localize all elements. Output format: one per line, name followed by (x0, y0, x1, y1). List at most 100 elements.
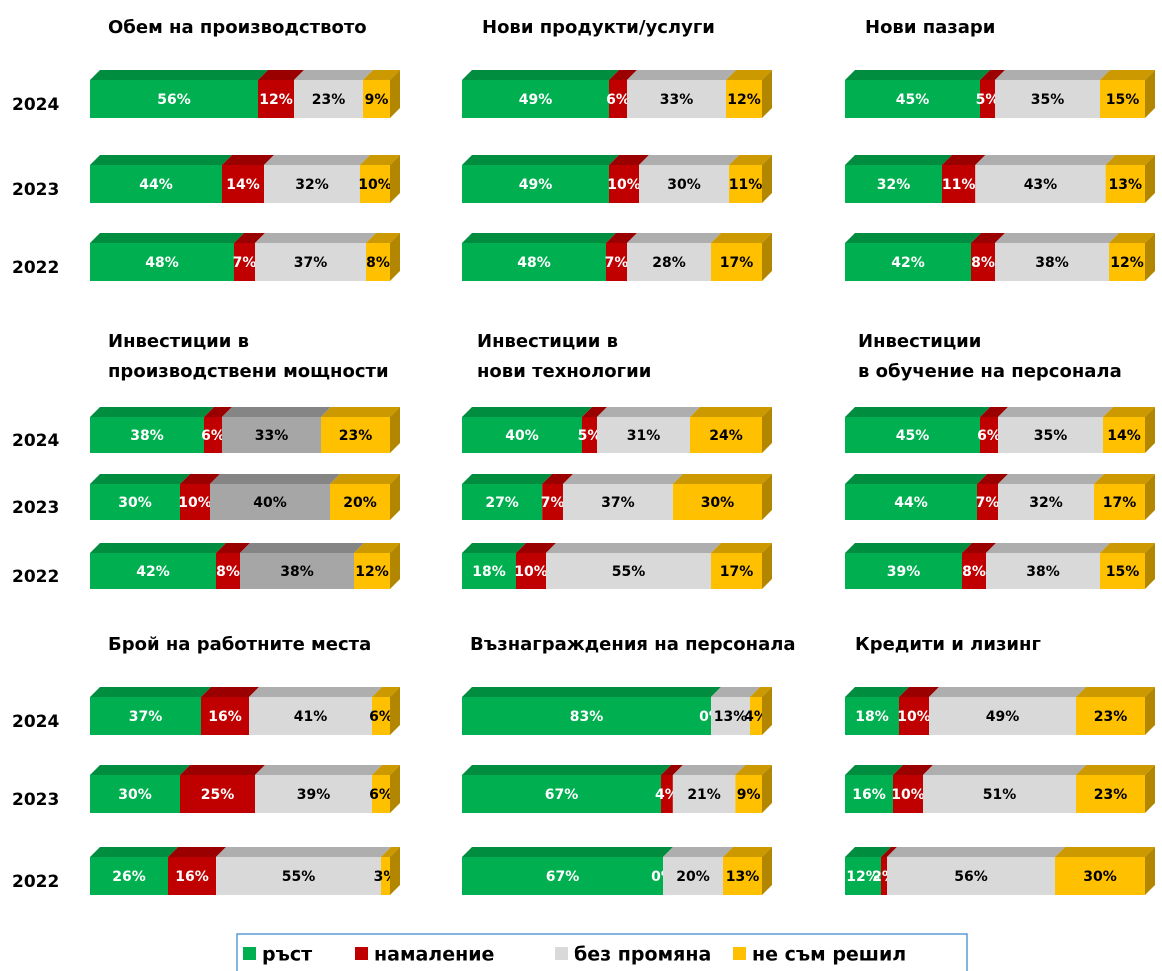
data-label: 42% (136, 564, 170, 580)
data-label: 7% (976, 495, 1000, 511)
bar-segment (1109, 233, 1155, 281)
bar-segment (90, 474, 190, 520)
bar-side (390, 155, 400, 203)
bar-front (672, 484, 762, 520)
legend-label: без промяна (574, 944, 711, 966)
bar-top (672, 474, 772, 484)
bar-segment (639, 155, 739, 203)
data-label: 12% (846, 869, 880, 885)
bar-segment (321, 407, 400, 453)
data-label: 39% (297, 787, 331, 803)
bar-segment (216, 847, 391, 895)
bar-segment (980, 407, 1008, 453)
bar-segment (750, 687, 772, 735)
chart-title: Възнаграждения на персонала (470, 634, 796, 655)
bar-front (845, 857, 881, 895)
bar-front (1100, 80, 1145, 118)
bar-top (735, 765, 772, 775)
data-label: 17% (720, 564, 754, 580)
bar-top (845, 155, 952, 165)
bar-segment (168, 847, 226, 895)
bar-segment (729, 155, 772, 203)
data-label: 12% (259, 92, 293, 108)
bar-side (762, 765, 772, 813)
data-label: 44% (139, 177, 173, 193)
data-label: 18% (855, 709, 889, 725)
bar-front (845, 417, 980, 453)
bar-top (887, 847, 1065, 857)
bar-front (627, 243, 711, 281)
bar-front (90, 553, 216, 589)
bar-front (639, 165, 729, 203)
bar-side (762, 847, 772, 895)
bar-segment (845, 474, 987, 520)
bar-top (881, 847, 897, 857)
bar-segment (255, 765, 382, 813)
data-label: 12% (727, 92, 761, 108)
bar-front (1076, 697, 1145, 735)
bar-top (562, 474, 683, 484)
bar-top (606, 233, 637, 243)
bar-top (1100, 70, 1155, 80)
data-label: 30% (118, 495, 152, 511)
bar-top (381, 847, 400, 857)
bar-side (762, 407, 772, 453)
bar-front (546, 553, 711, 589)
bar-front (962, 553, 986, 589)
bar-side (1145, 233, 1155, 281)
bar-front (845, 697, 899, 735)
data-label: 51% (983, 787, 1017, 803)
bar-front (723, 857, 762, 895)
bar-segment (462, 543, 526, 589)
bar-front (1055, 857, 1145, 895)
data-label: 56% (954, 869, 988, 885)
bar-segment (582, 407, 607, 453)
bar-top (893, 765, 933, 775)
bar-top (609, 155, 649, 165)
bar-side (390, 233, 400, 281)
data-label: 23% (1094, 787, 1128, 803)
bar-segment (201, 687, 259, 735)
bar-top (1109, 233, 1155, 243)
data-label: 10% (891, 787, 925, 803)
bar-segment (462, 407, 592, 453)
chart-title: Инвестиции в (108, 331, 249, 352)
bar-segment (609, 155, 649, 203)
bar-front (255, 775, 372, 813)
bar-front (210, 484, 330, 520)
year-label: 2024 (12, 712, 59, 732)
data-label: 83% (570, 709, 604, 725)
bar-segment (210, 474, 340, 520)
data-label: 8% (366, 255, 390, 271)
year-label: 2023 (12, 180, 59, 200)
bar-front (462, 80, 609, 118)
bar-front (201, 697, 249, 735)
bar-segment (606, 233, 637, 281)
bar-front (986, 553, 1100, 589)
bar-top (90, 765, 190, 775)
data-label: 6% (369, 709, 393, 725)
data-label: 8% (962, 564, 986, 580)
bar-front (663, 857, 723, 895)
bar-top (661, 765, 683, 775)
bar-top (360, 155, 400, 165)
data-label: 56% (157, 92, 191, 108)
bar-front (381, 857, 390, 895)
bar-front (204, 417, 222, 453)
bar-top (845, 233, 981, 243)
bar-front (90, 80, 258, 118)
bar-segment (845, 765, 903, 813)
bar-top (363, 70, 400, 80)
bar-segment (711, 543, 772, 589)
bar-top (845, 847, 891, 857)
bar-front (1109, 243, 1145, 281)
bar-segment (234, 233, 265, 281)
data-label: 67% (546, 869, 580, 885)
bar-top (962, 543, 996, 553)
bar-segment (264, 155, 370, 203)
bar-front (582, 417, 597, 453)
bar-segment (881, 847, 897, 895)
bar-segment (998, 407, 1113, 453)
bar-top (321, 407, 400, 417)
bar-top (729, 155, 772, 165)
